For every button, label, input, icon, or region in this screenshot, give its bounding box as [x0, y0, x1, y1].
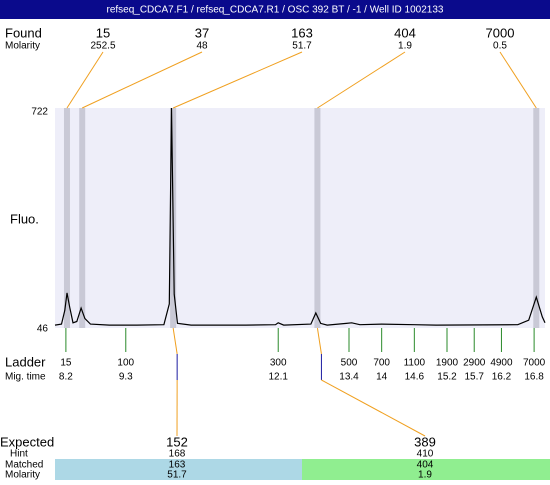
hint-label: Hint — [10, 449, 28, 460]
found-size: 15 — [96, 25, 110, 40]
ladder-mig-time: 14 — [376, 372, 388, 383]
marker-link — [317, 52, 405, 108]
expected-link — [317, 328, 321, 354]
ladder-size: 300 — [270, 358, 287, 369]
found-size: 7000 — [486, 25, 515, 40]
expected-link — [321, 380, 425, 436]
found-molarity: 51.7 — [292, 41, 312, 52]
hint-size: 168 — [169, 449, 186, 460]
found-size: 404 — [394, 25, 416, 40]
expected-link — [173, 328, 177, 354]
ladder-size: 1900 — [436, 358, 459, 369]
marker-band — [533, 108, 539, 328]
matched-molarity: 1.9 — [418, 470, 432, 480]
found-molarity: 48 — [196, 41, 208, 52]
ladder-size: 100 — [117, 358, 134, 369]
ladder-size: 4900 — [490, 358, 513, 369]
expected-label: Expected — [0, 434, 54, 449]
found-size: 37 — [195, 25, 209, 40]
ladder-size: 500 — [341, 358, 358, 369]
expected-size: 389 — [414, 434, 436, 449]
y-axis-label: Fluo. — [10, 211, 39, 226]
marker-link — [82, 52, 202, 108]
ladder-mig-time: 15.7 — [464, 372, 484, 383]
found-molarity-label: Molarity — [5, 41, 40, 52]
marker-link — [67, 52, 103, 108]
ladder-label: Ladder — [5, 354, 46, 369]
found-molarity: 0.5 — [493, 41, 507, 52]
ladder-mig-time: 9.3 — [119, 372, 133, 383]
ladder-size: 15 — [60, 358, 72, 369]
ladder-mig-time: 15.2 — [437, 372, 457, 383]
ladder-mig-time: 13.4 — [339, 372, 359, 383]
ladder-mig-time: 16.2 — [492, 372, 512, 383]
hint-size: 410 — [417, 449, 434, 460]
marker-band — [314, 108, 320, 328]
molarity-label: Molarity — [5, 470, 40, 480]
mig-time-label: Mig. time — [5, 372, 46, 383]
y-tick-label: 46 — [37, 324, 49, 335]
title: refseq_CDCA7.F1 / refseq_CDCA7.R1 / OSC … — [106, 5, 443, 16]
plot-area — [55, 108, 545, 328]
ladder-mig-time: 16.8 — [524, 372, 544, 383]
found-size: 163 — [291, 25, 313, 40]
found-molarity: 1.9 — [398, 41, 412, 52]
marker-link — [173, 52, 302, 108]
marker-band — [79, 108, 85, 328]
found-molarity: 252.5 — [90, 41, 115, 52]
ladder-size: 7000 — [523, 358, 546, 369]
ladder-size: 1100 — [404, 358, 426, 369]
expected-size: 152 — [166, 434, 188, 449]
marker-link — [500, 52, 536, 108]
found-label: Found — [5, 25, 42, 40]
ladder-mig-time: 14.6 — [405, 372, 425, 383]
ladder-mig-time: 8.2 — [59, 372, 73, 383]
matched-molarity: 51.7 — [167, 470, 187, 480]
ladder-mig-time: 12.1 — [268, 372, 288, 383]
ladder-size: 700 — [373, 358, 390, 369]
ladder-size: 2900 — [463, 358, 486, 369]
y-tick-label: 722 — [31, 107, 48, 118]
